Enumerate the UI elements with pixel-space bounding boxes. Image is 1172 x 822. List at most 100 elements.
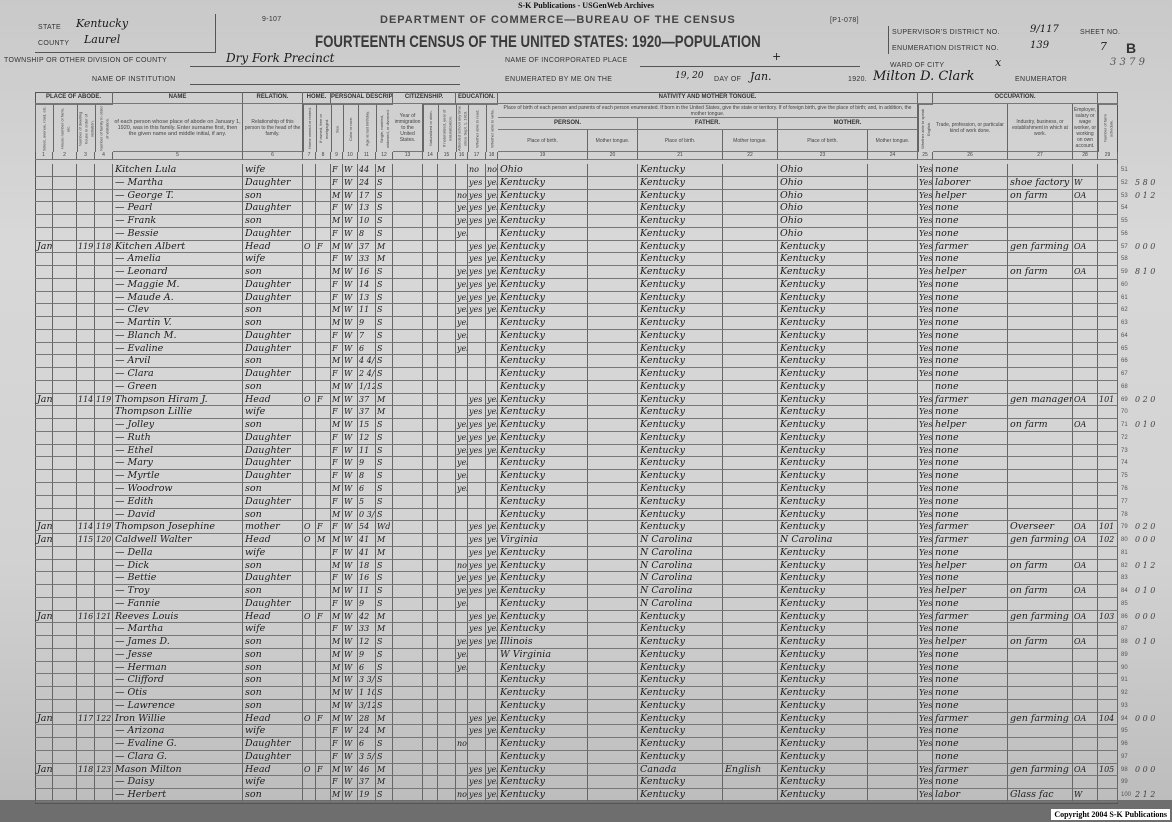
cell-farm: 101: [1098, 393, 1118, 407]
cell-own: [303, 572, 316, 586]
cell-dw: [77, 725, 95, 739]
cell-empty: [53, 712, 77, 726]
cell-empty: [438, 546, 456, 560]
cell-ind: [1008, 470, 1073, 483]
cell-mar: S: [376, 470, 393, 483]
cell-mmt: [868, 483, 918, 496]
cell-empty: [423, 648, 438, 662]
column-header: Street, avenue, road, etc.: [35, 104, 53, 152]
cell-write: yes: [486, 278, 498, 292]
cell-rel: son: [243, 508, 303, 522]
cell-cls: [1073, 572, 1098, 586]
cell-mort: [316, 317, 331, 330]
cell-empty: [393, 419, 423, 432]
cell-mort: [316, 776, 331, 790]
cell-farm: [1098, 636, 1118, 649]
cell-mar: M: [376, 776, 393, 790]
cell-write: [486, 750, 498, 764]
cell-write: no: [486, 164, 498, 177]
cell-mbp: Kentucky: [778, 278, 868, 292]
line-number: 85: [1121, 600, 1128, 607]
cell-name: Kitchen Lula: [113, 164, 243, 177]
cell-bp: Kentucky: [498, 585, 588, 598]
cell-read: [468, 648, 486, 662]
cell-dw: [77, 508, 95, 522]
cell-color: W: [343, 597, 358, 611]
cell-fmt: [723, 534, 778, 547]
cell-mar: S: [376, 202, 393, 216]
cell-road: [35, 648, 53, 662]
cell-cls: [1073, 304, 1098, 318]
cell-rel: son: [243, 674, 303, 688]
cell-ind: [1008, 648, 1073, 662]
cell-bp: Kentucky: [498, 355, 588, 369]
cell-fam: [95, 215, 113, 228]
cell-mort: [316, 253, 331, 267]
cell-eng: Yes: [918, 546, 933, 560]
cell-age: 41: [358, 534, 376, 547]
copyright: Copyright 2004 S-K Publications: [1051, 809, 1170, 820]
cell-age: 6: [358, 342, 376, 356]
cell-road: [35, 164, 53, 177]
cell-name: — Leonard: [113, 266, 243, 279]
cell-write: [486, 483, 498, 496]
nativity-subheader: PERSON.: [498, 118, 638, 130]
cell-mort: [316, 508, 331, 522]
cell-empty: [423, 521, 438, 535]
line-number: 74: [1121, 460, 1128, 467]
cell-sch: yes: [456, 329, 468, 343]
cell-ft: [588, 342, 638, 356]
cell-fbp: Kentucky: [638, 393, 723, 407]
cell-bp: Kentucky: [498, 393, 588, 407]
cell-mmt: [868, 419, 918, 432]
cell-bp: Kentucky: [498, 725, 588, 739]
cell-ind: [1008, 304, 1073, 318]
cell-age: 6: [358, 738, 376, 751]
cell-eng: Yes: [918, 508, 933, 522]
cell-occ: none: [933, 444, 1008, 458]
cell-color: W: [343, 789, 358, 802]
cell-mbp: Ohio: [778, 215, 868, 228]
cell-eng: [918, 380, 933, 394]
cell-age: 19: [358, 789, 376, 802]
cell-color: W: [343, 227, 358, 241]
enumerator-label: Enumerator: [1015, 76, 1068, 83]
column-number: 15: [438, 152, 456, 160]
cell-sex: F: [331, 227, 343, 241]
cell-mmt: [868, 164, 918, 177]
line-number: 67: [1121, 371, 1128, 378]
cell-ft: [588, 266, 638, 279]
cell-mort: [316, 291, 331, 305]
cell-age: 6: [358, 483, 376, 496]
cell-rel: wife: [243, 546, 303, 560]
cell-ind: [1008, 687, 1073, 700]
cell-sex: F: [331, 776, 343, 790]
cell-eng: Yes: [918, 317, 933, 330]
cell-empty: [438, 227, 456, 241]
cell-rel: Head: [243, 534, 303, 547]
cell-empty: [53, 329, 77, 343]
cell-own: [303, 725, 316, 739]
cell-dw: 117: [77, 712, 95, 726]
cell-mbp: Kentucky: [778, 546, 868, 560]
cell-empty: [438, 457, 456, 471]
cell-mmt: [868, 636, 918, 649]
cell-mbp: Kentucky: [778, 470, 868, 483]
cell-empty: [438, 470, 456, 483]
cell-fbp: Kentucky: [638, 329, 723, 343]
cell-color: W: [343, 253, 358, 267]
cell-empty: [423, 699, 438, 713]
cell-empty: [438, 444, 456, 458]
occupation-code: 0 1 0: [1135, 420, 1156, 430]
cell-sch: [456, 495, 468, 509]
cell-bp: W Virginia: [498, 648, 588, 662]
cell-sch: yes: [456, 444, 468, 458]
cell-occ: none: [933, 508, 1008, 522]
cell-name: Reeves Louis: [113, 610, 243, 624]
cell-fam: [95, 329, 113, 343]
cell-mar: S: [376, 291, 393, 305]
line-number: 69: [1121, 396, 1128, 403]
cell-farm: 103: [1098, 610, 1118, 624]
cell-ind: [1008, 406, 1073, 420]
cell-empty: [438, 572, 456, 586]
